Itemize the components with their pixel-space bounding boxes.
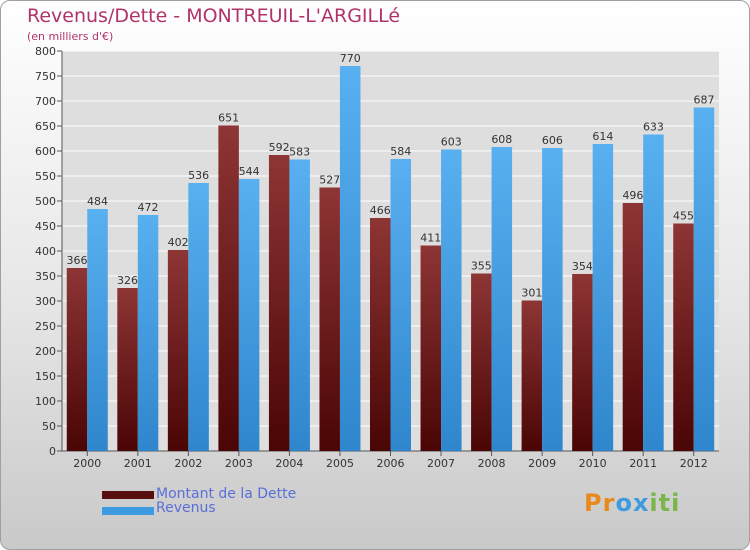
bar-dette — [521, 300, 543, 451]
x-tick-label: 2001 — [124, 457, 152, 470]
data-label-dette: 496 — [622, 189, 643, 202]
data-label-dette: 326 — [117, 274, 138, 287]
bar-revenus — [693, 107, 715, 451]
y-tick-label: 750 — [35, 70, 56, 83]
y-tick-label: 300 — [35, 295, 56, 308]
bar-revenus — [339, 66, 361, 451]
data-label-dette: 455 — [673, 210, 694, 223]
y-tick-label: 250 — [35, 320, 56, 333]
data-label-revenus: 614 — [592, 130, 613, 143]
y-tick-label: 150 — [35, 370, 56, 383]
x-tick-label: 2010 — [579, 457, 607, 470]
data-label-dette: 592 — [269, 141, 290, 154]
bar-dette — [420, 245, 442, 451]
proxiti-logo: Proxiti — [584, 489, 680, 517]
bar-revenus — [137, 215, 159, 451]
data-label-revenus: 584 — [390, 145, 411, 158]
chart-title: Revenus/Dette - MONTREUIL-L'ARGILLé — [27, 5, 401, 27]
data-label-revenus: 608 — [491, 133, 512, 146]
legend-label-revenus: Revenus — [156, 500, 216, 516]
y-tick-label: 800 — [35, 45, 56, 58]
y-tick-label: 450 — [35, 220, 56, 233]
data-label-revenus: 583 — [289, 146, 310, 159]
logo-letter: t — [658, 489, 672, 517]
data-label-revenus: 770 — [340, 52, 361, 65]
x-tick-label: 2012 — [680, 457, 708, 470]
bar-revenus — [441, 149, 462, 451]
x-tick-label: 2009 — [528, 457, 556, 470]
y-tick-label: 100 — [35, 395, 56, 408]
bar-dette — [370, 218, 391, 451]
data-label-dette: 354 — [572, 260, 593, 273]
data-label-dette: 301 — [521, 287, 542, 300]
y-tick-label: 650 — [35, 120, 56, 133]
logo-letter: i — [671, 489, 681, 517]
data-label-dette: 466 — [370, 204, 391, 217]
logo-letter: o — [615, 489, 633, 517]
y-tick-label: 50 — [42, 420, 56, 433]
y-tick-label: 700 — [35, 95, 56, 108]
legend-swatch-dette — [102, 491, 154, 499]
x-tick-label: 2008 — [478, 457, 506, 470]
bar-dette — [319, 187, 340, 451]
legend-label-dette: Montant de la Dette — [156, 486, 297, 502]
y-tick-label: 200 — [35, 345, 56, 358]
bar-dette — [66, 268, 88, 451]
y-tick-label: 400 — [35, 245, 56, 258]
y-tick-label: 500 — [35, 195, 56, 208]
bar-dette — [218, 125, 239, 451]
bar-dette — [117, 288, 138, 451]
bar-dette — [471, 273, 492, 451]
bar-revenus — [643, 134, 664, 451]
data-label-revenus: 603 — [441, 136, 462, 149]
bar-revenus — [289, 159, 310, 451]
logo-letter: i — [649, 489, 659, 517]
data-label-revenus: 472 — [138, 201, 159, 214]
data-label-dette: 527 — [319, 174, 340, 187]
bar-dette — [167, 250, 189, 451]
data-label-dette: 651 — [218, 112, 239, 125]
bar-revenus — [592, 144, 614, 451]
y-tick-label: 0 — [49, 445, 56, 458]
x-tick-label: 2007 — [427, 457, 455, 470]
x-tick-label: 2000 — [73, 457, 101, 470]
bar-revenus — [238, 179, 260, 451]
x-tick-label: 2002 — [174, 457, 202, 470]
data-label-revenus: 536 — [188, 169, 209, 182]
data-label-revenus: 687 — [693, 94, 714, 107]
logo-letter: P — [584, 489, 603, 517]
chart-subtitle: (en milliers d'€) — [27, 30, 114, 43]
logo-letter: x — [632, 489, 650, 517]
data-label-revenus: 633 — [643, 121, 664, 134]
bar-dette — [268, 155, 290, 451]
bar-revenus — [390, 159, 411, 451]
x-tick-label: 2003 — [225, 457, 253, 470]
data-label-dette: 402 — [168, 236, 189, 249]
legend-swatch-revenus — [102, 507, 154, 515]
bar-revenus — [188, 183, 209, 451]
bar-dette — [673, 223, 694, 451]
x-tick-label: 2006 — [377, 457, 405, 470]
data-label-revenus: 484 — [87, 195, 108, 208]
bar-revenus — [87, 209, 108, 451]
x-tick-label: 2005 — [326, 457, 354, 470]
x-tick-label: 2011 — [629, 457, 657, 470]
bar-dette — [622, 203, 644, 451]
y-tick-label: 550 — [35, 170, 56, 183]
bar-dette — [572, 274, 593, 451]
data-label-revenus: 606 — [542, 134, 563, 147]
data-label-revenus: 544 — [239, 165, 260, 178]
bar-revenus — [542, 148, 563, 451]
logo-letter: r — [602, 489, 616, 517]
data-label-dette: 355 — [471, 260, 492, 273]
x-tick-label: 2004 — [275, 457, 303, 470]
bar-revenus — [491, 147, 513, 451]
y-tick-label: 600 — [35, 145, 56, 158]
y-tick-label: 350 — [35, 270, 56, 283]
data-label-dette: 411 — [420, 232, 441, 245]
data-label-dette: 366 — [67, 254, 88, 267]
